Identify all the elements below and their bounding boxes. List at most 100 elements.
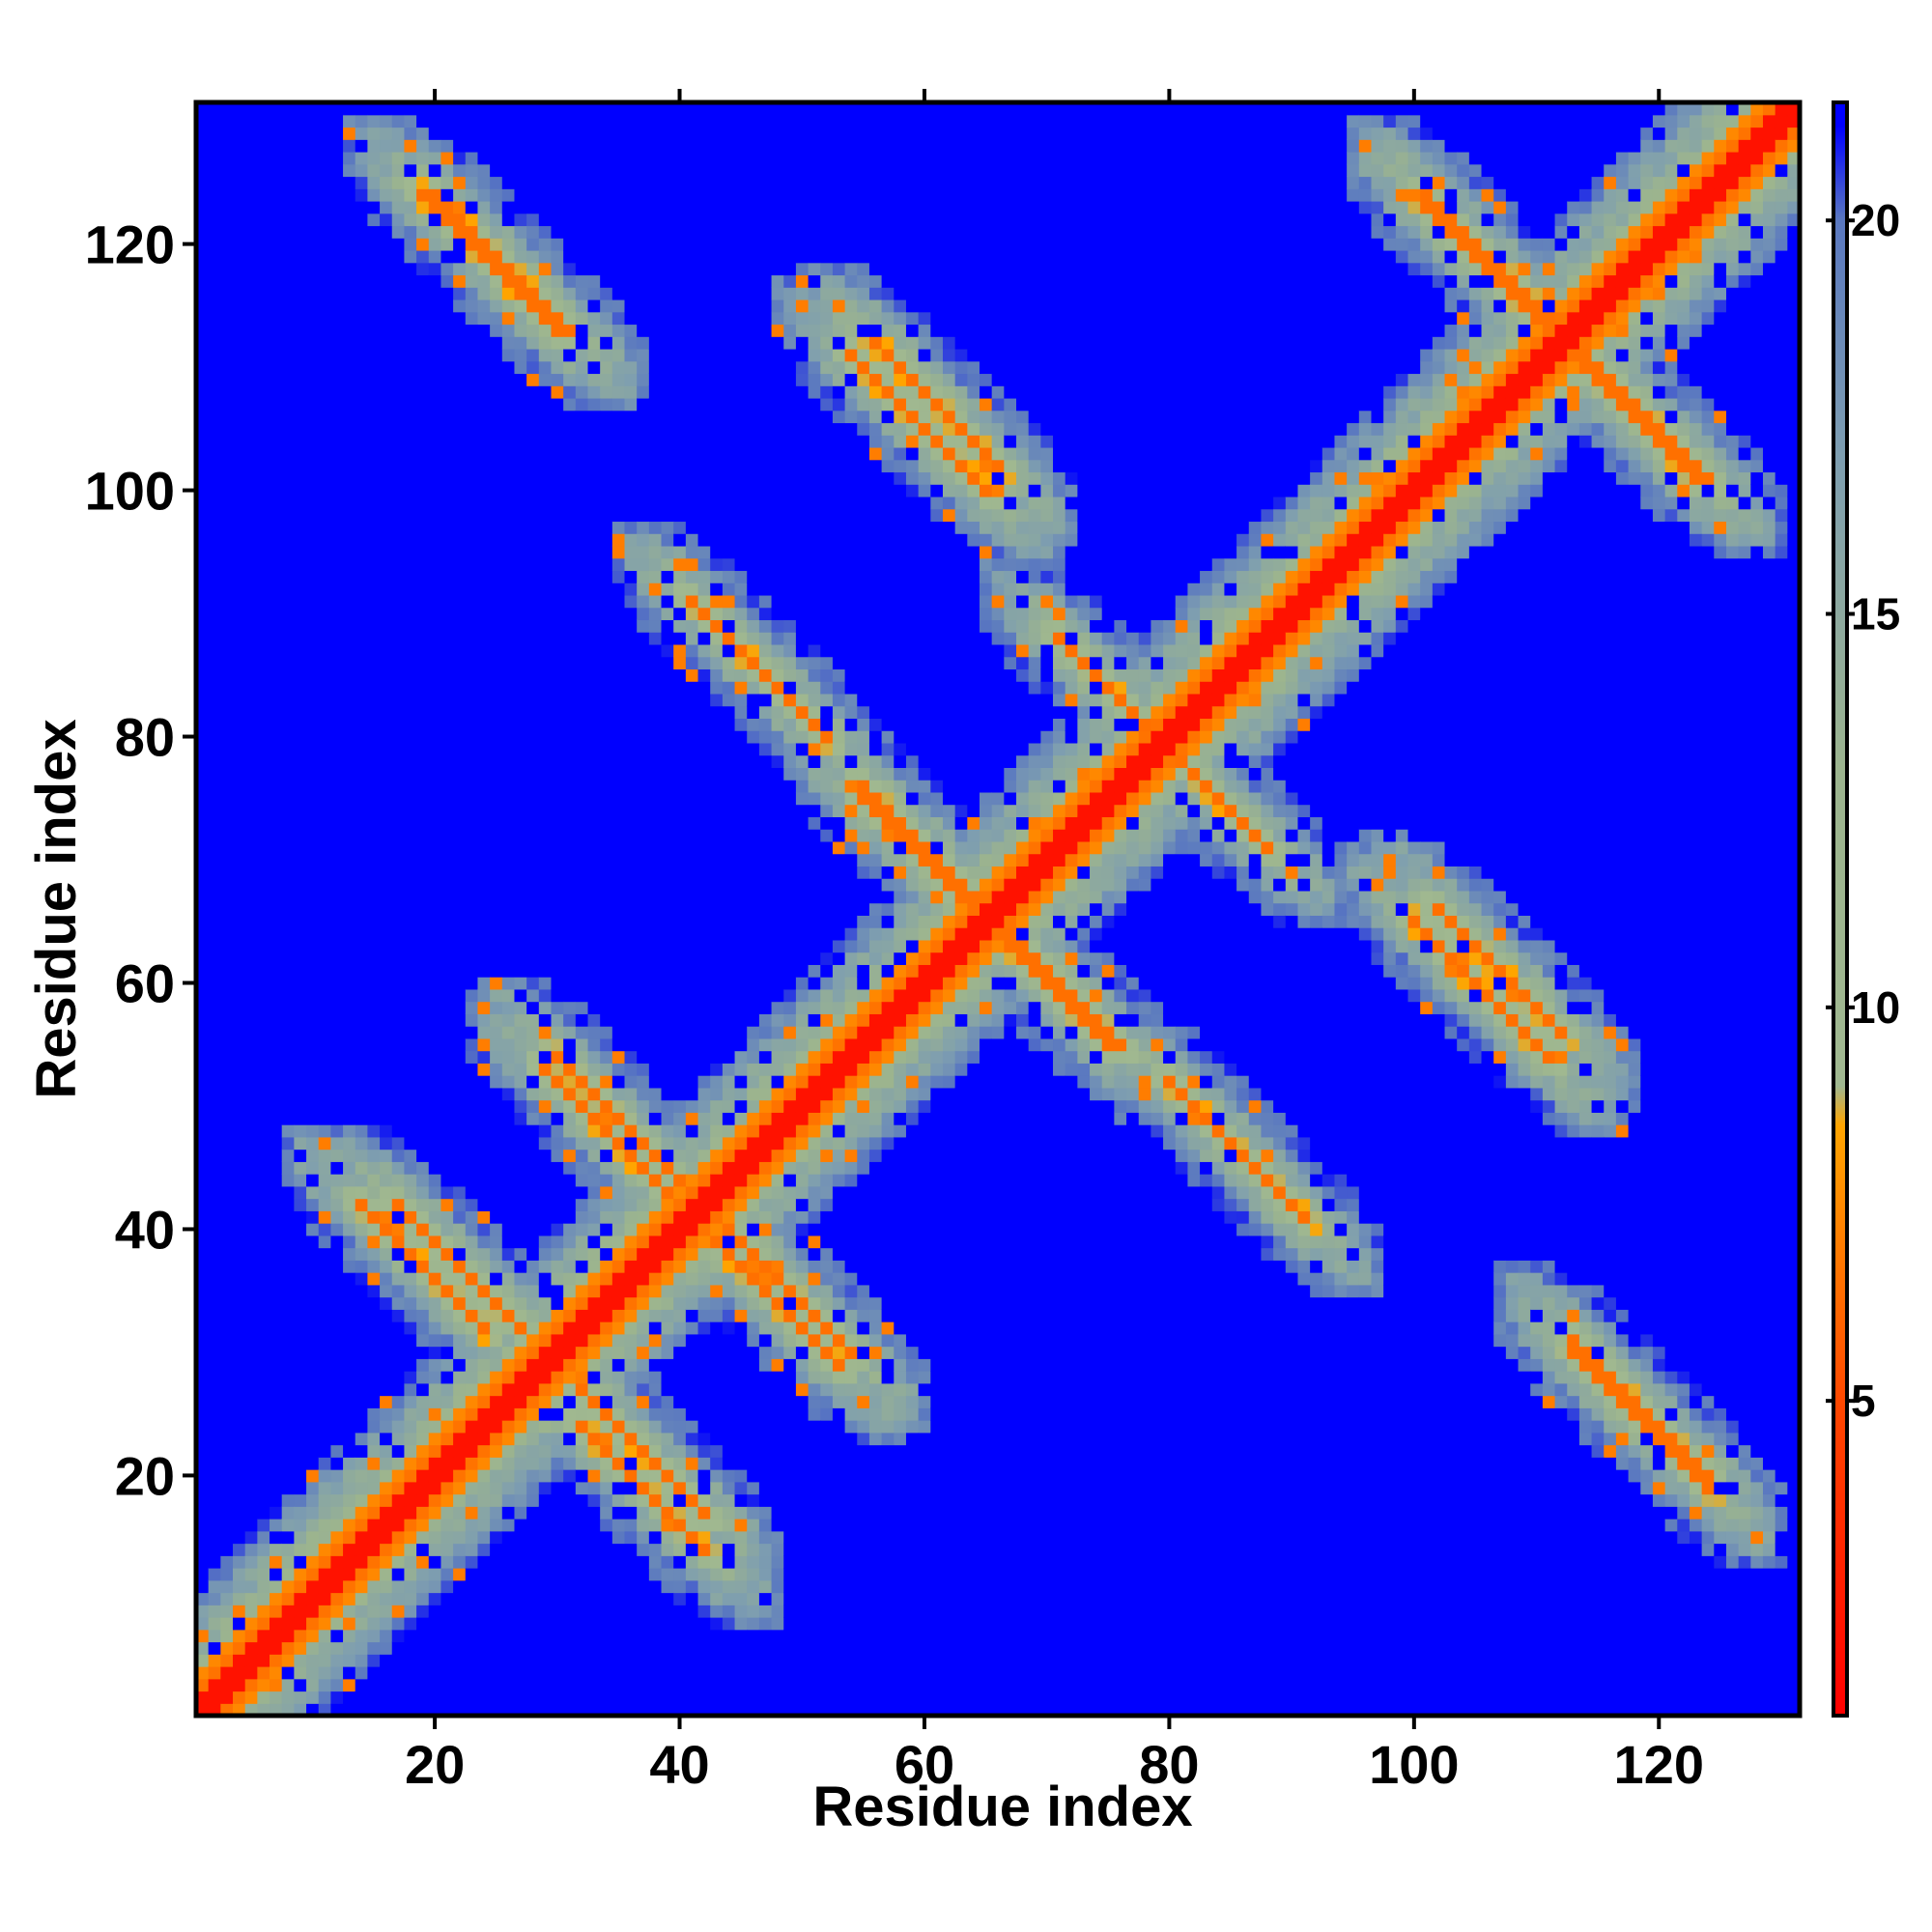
heatmap-cell (600, 176, 612, 188)
heatmap-cell (466, 1137, 478, 1150)
heatmap-cell (367, 447, 380, 460)
heatmap-cell (551, 657, 563, 669)
heatmap-cell (429, 521, 441, 533)
heatmap-cell (319, 1420, 331, 1433)
heatmap-cell (539, 1334, 552, 1347)
heatmap-cell (526, 484, 539, 497)
heatmap-cell (380, 484, 392, 497)
heatmap-cell (466, 681, 478, 694)
heatmap-cell (209, 1051, 221, 1064)
heatmap-cell (440, 977, 453, 989)
heatmap-cell (625, 1223, 638, 1236)
heatmap-cell (649, 1150, 662, 1162)
heatmap-cell (233, 139, 245, 152)
heatmap-cell (245, 940, 258, 952)
heatmap-cell (355, 1605, 368, 1617)
heatmap-cell (282, 780, 295, 792)
heatmap-cell (319, 1544, 331, 1556)
heatmap-cell (270, 668, 282, 681)
heatmap-cell (233, 398, 245, 411)
heatmap-cell (330, 964, 343, 977)
heatmap-cell (380, 1013, 392, 1026)
heatmap-cell (576, 952, 588, 965)
heatmap-cell (490, 1309, 502, 1321)
heatmap-cell (490, 188, 502, 201)
heatmap-cell (294, 608, 306, 620)
heatmap-cell (588, 1100, 601, 1113)
heatmap-cell (319, 1174, 331, 1186)
heatmap-cell (355, 1654, 368, 1666)
heatmap-cell (551, 1555, 563, 1568)
heatmap-cell (563, 1358, 576, 1371)
heatmap-cell (367, 1679, 380, 1691)
heatmap-cell (343, 1666, 355, 1679)
heatmap-cell (625, 632, 638, 644)
heatmap-cell (612, 570, 625, 582)
heatmap-cell (380, 128, 392, 140)
heatmap-cell (551, 152, 563, 164)
heatmap-cell (490, 952, 502, 965)
heatmap-cell (306, 977, 319, 989)
heatmap-cell (440, 952, 453, 965)
heatmap-cell (440, 644, 453, 657)
heatmap-cell (588, 336, 601, 349)
heatmap-cell (367, 1199, 380, 1211)
heatmap-cell (588, 1174, 601, 1186)
heatmap-cell (343, 1568, 355, 1580)
heatmap-cell (355, 1297, 368, 1310)
heatmap-cell (220, 1679, 233, 1691)
heatmap-cell (233, 718, 245, 730)
heatmap-cell (453, 1580, 466, 1593)
heatmap-cell (209, 681, 221, 694)
heatmap-cell (355, 1371, 368, 1383)
heatmap-cell (551, 1272, 563, 1285)
heatmap-cell (539, 1494, 552, 1507)
heatmap-cell (306, 816, 319, 829)
heatmap-cell (416, 385, 429, 398)
heatmap-cell (649, 1063, 662, 1075)
heatmap-cell (490, 1051, 502, 1064)
heatmap-cell (539, 1666, 552, 1679)
heatmap-cell (539, 128, 552, 140)
heatmap-cell (637, 694, 649, 706)
heatmap-cell (270, 1210, 282, 1223)
heatmap-cell (330, 767, 343, 780)
heatmap-cell (404, 805, 416, 817)
heatmap-cell (306, 1013, 319, 1026)
heatmap-cell (209, 780, 221, 792)
heatmap-cell (539, 878, 552, 891)
heatmap-cell (637, 1544, 649, 1556)
heatmap-cell (649, 1519, 662, 1531)
heatmap-cell (220, 128, 233, 140)
heatmap-cell (551, 1568, 563, 1580)
heatmap-cell (233, 484, 245, 497)
heatmap-cell (209, 471, 221, 484)
heatmap-cell (649, 619, 662, 632)
heatmap-cell (588, 1654, 601, 1666)
heatmap-cell (600, 706, 612, 719)
heatmap-cell (416, 841, 429, 854)
heatmap-cell (466, 903, 478, 916)
heatmap-cell (539, 657, 552, 669)
heatmap-cell (209, 1002, 221, 1014)
heatmap-cell (625, 730, 638, 743)
heatmap-cell (392, 1199, 405, 1211)
heatmap-cell (209, 1100, 221, 1113)
heatmap-cell (319, 805, 331, 817)
heatmap-cell (429, 743, 441, 755)
heatmap-cell (440, 1150, 453, 1162)
heatmap-cell (612, 1236, 625, 1248)
heatmap-cell (576, 866, 588, 878)
heatmap-cell (588, 128, 601, 140)
heatmap-cell (600, 1210, 612, 1223)
heatmap-cell (429, 1494, 441, 1507)
heatmap-cell (539, 361, 552, 374)
heatmap-cell (477, 1124, 490, 1137)
heatmap-cell (563, 1519, 576, 1531)
heatmap-cell (466, 1396, 478, 1408)
heatmap-cell (367, 250, 380, 263)
heatmap-cell (416, 115, 429, 128)
heatmap-cell (563, 927, 576, 940)
heatmap-cell (649, 447, 662, 460)
heatmap-cell (563, 619, 576, 632)
